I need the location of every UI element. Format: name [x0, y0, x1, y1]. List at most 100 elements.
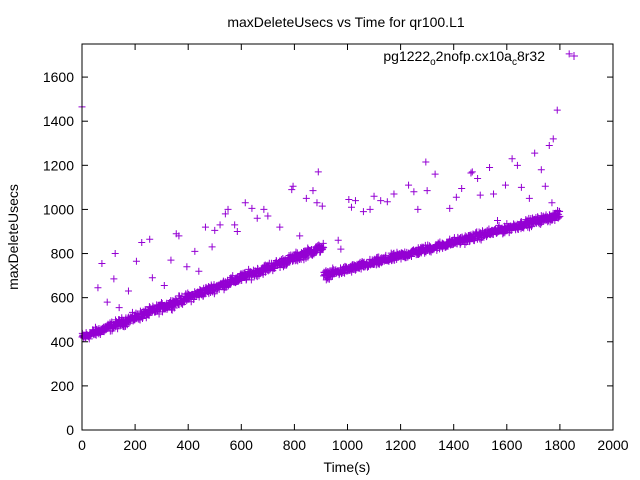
data-point-outlier — [191, 247, 199, 255]
data-point-outlier — [216, 221, 224, 229]
data-point-outlier — [410, 188, 418, 196]
x-axis-title: Time(s) — [324, 459, 371, 475]
data-point-outlier — [103, 298, 111, 306]
legend-marker — [570, 52, 578, 60]
data-point-outlier — [467, 169, 475, 177]
y-tick-label: 1600 — [43, 69, 74, 85]
data-point-outlier — [422, 158, 430, 166]
legend-marker-plus — [570, 52, 578, 60]
data-point-outlier — [458, 184, 466, 192]
data-point-outlier — [531, 149, 539, 157]
data-point-outlier — [314, 168, 322, 176]
y-tick-label: 600 — [51, 290, 75, 306]
data-point-outlier — [289, 182, 297, 190]
data-point-outlier — [452, 193, 460, 201]
data-point-outlier — [138, 239, 146, 247]
data-point-outlier — [201, 223, 209, 231]
data-point-outlier — [253, 214, 261, 222]
data-point-outlier — [414, 205, 422, 213]
data-point-outlier — [351, 197, 359, 205]
legend-label-part: pg1222 — [383, 48, 430, 64]
x-tick-label: 2000 — [597, 437, 628, 453]
data-point-outlier — [494, 216, 502, 224]
data-point — [170, 304, 178, 312]
data-point-outlier — [313, 199, 321, 207]
data-point-outlier — [208, 243, 216, 251]
legend-label-part: 2nofp.cx10a — [436, 48, 512, 64]
data-point-outlier — [468, 168, 476, 176]
data-point-outlier — [296, 232, 304, 240]
y-tick-label: 1400 — [43, 113, 74, 129]
data-point — [122, 322, 130, 330]
data-point-outlier — [383, 198, 391, 206]
x-tick-label: 0 — [78, 437, 86, 453]
x-tick-label: 1600 — [491, 437, 522, 453]
data-point-outlier — [513, 161, 521, 169]
data-point-outlier — [490, 190, 498, 198]
data-point-outlier — [94, 284, 102, 292]
data-point-outlier — [148, 274, 156, 282]
data-point-outlier — [146, 235, 154, 243]
data-point-outlier — [183, 263, 191, 271]
data-point — [304, 253, 312, 261]
data-point-outlier — [175, 232, 183, 240]
data-point-outlier — [124, 287, 132, 295]
data-point-outlier — [98, 259, 106, 267]
data-point-outlier — [486, 164, 494, 172]
legend-label-subscript: o — [430, 57, 436, 68]
data-point-outlier — [347, 203, 355, 211]
data-point-outlier — [476, 191, 484, 199]
data-point-outlier — [501, 181, 509, 189]
data-point-outlier — [334, 236, 342, 244]
legend: pg1222o2nofp.cx10ac8r32 — [383, 48, 578, 68]
data-point-outlier — [248, 204, 256, 212]
data-point-outlier — [337, 245, 345, 253]
x-tick-label: 1200 — [385, 437, 416, 453]
chart-title: maxDeleteUsecs vs Time for qr100.L1 — [227, 14, 465, 30]
data-point-outlier — [405, 181, 413, 189]
data-point-outlier — [377, 197, 385, 205]
data-point-outlier — [167, 256, 175, 264]
data-point-outlier — [549, 135, 557, 143]
data-point-outlier — [241, 199, 249, 207]
data-point-outlier — [224, 205, 232, 213]
data-point — [556, 212, 564, 220]
y-axis-title: maxDeleteUsecs — [5, 184, 21, 290]
data-point — [320, 244, 328, 252]
plot-area-frame — [81, 43, 614, 431]
x-tick-label: 800 — [283, 437, 307, 453]
data-point-outlier — [517, 183, 525, 191]
data-point-outlier — [474, 175, 482, 183]
data-point-outlier — [370, 192, 378, 200]
y-tick-label: 400 — [51, 334, 75, 350]
data-point-outlier — [132, 257, 140, 265]
data-point-outlier — [366, 205, 374, 213]
data-point-outlier — [110, 275, 118, 283]
x-tick-label: 1800 — [544, 437, 575, 453]
data-point-outlier — [288, 186, 296, 194]
data-point-outlier — [318, 202, 326, 210]
data-point-outlier — [525, 194, 533, 202]
data-point-outlier — [565, 50, 573, 58]
data-point-outlier — [423, 187, 431, 195]
data-point-outlier — [431, 170, 439, 178]
data-point-outlier — [545, 141, 553, 149]
y-tick-label: 200 — [51, 378, 75, 394]
data-point-outlier — [446, 204, 454, 212]
data-point-outlier — [111, 250, 119, 258]
data-point-outlier — [553, 106, 561, 114]
data-point-outlier — [115, 304, 123, 312]
y-tick-label: 1000 — [43, 201, 74, 217]
data-point-outlier — [221, 210, 229, 218]
data-point — [106, 319, 114, 327]
y-tick-label: 0 — [66, 422, 74, 438]
y-tick-label: 1200 — [43, 157, 74, 173]
legend-series-label: pg1222o2nofp.cx10ac8r32 — [383, 48, 545, 68]
data-point-outlier — [537, 166, 545, 174]
data-point-outlier — [345, 196, 353, 204]
data-point-outlier — [231, 221, 239, 229]
data-point — [555, 213, 563, 221]
data-point-outlier — [211, 226, 219, 234]
data-point-outlier — [541, 182, 549, 190]
